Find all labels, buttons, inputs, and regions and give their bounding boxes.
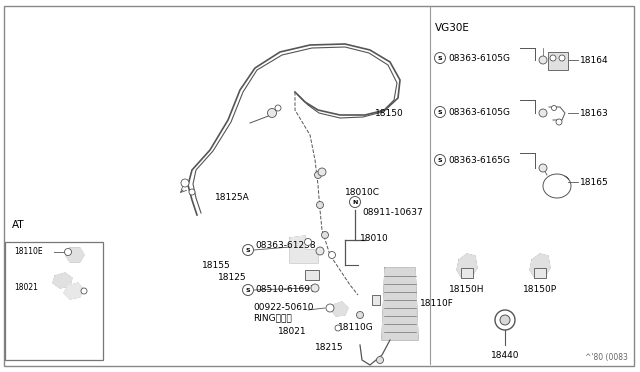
Circle shape	[268, 109, 276, 118]
Bar	[305, 270, 319, 280]
Circle shape	[335, 325, 341, 331]
Circle shape	[349, 196, 360, 208]
Text: 08510-61697: 08510-61697	[255, 285, 316, 295]
Text: 18010C: 18010C	[345, 187, 380, 196]
Text: 08911-10637: 08911-10637	[362, 208, 423, 217]
Circle shape	[495, 310, 515, 330]
Bar	[461, 268, 473, 278]
Text: 18440: 18440	[491, 350, 519, 359]
Circle shape	[559, 55, 565, 61]
Text: S: S	[246, 247, 250, 253]
Text: S: S	[246, 288, 250, 292]
Circle shape	[550, 55, 556, 61]
Circle shape	[311, 284, 319, 292]
Text: 08363-6105G: 08363-6105G	[448, 54, 510, 62]
Text: S: S	[438, 109, 442, 115]
Polygon shape	[290, 236, 318, 263]
Polygon shape	[457, 254, 477, 278]
Polygon shape	[64, 283, 83, 299]
Circle shape	[556, 119, 562, 125]
Polygon shape	[331, 302, 348, 316]
Text: 18150: 18150	[375, 109, 404, 118]
Text: RINGリング: RINGリング	[253, 314, 292, 323]
Text: 08363-6105G: 08363-6105G	[448, 108, 510, 116]
Text: 08363-61238: 08363-61238	[255, 241, 316, 250]
Text: AT: AT	[12, 220, 24, 230]
Text: 18021: 18021	[14, 283, 38, 292]
Text: 18110E: 18110E	[14, 247, 43, 257]
Circle shape	[189, 189, 195, 195]
Circle shape	[435, 106, 445, 118]
Circle shape	[314, 171, 321, 179]
Circle shape	[243, 285, 253, 295]
Circle shape	[181, 179, 189, 187]
Text: 18163: 18163	[580, 109, 609, 118]
Circle shape	[356, 311, 364, 318]
Circle shape	[305, 238, 312, 246]
Circle shape	[435, 52, 445, 64]
Circle shape	[539, 164, 547, 172]
Circle shape	[275, 105, 281, 111]
Circle shape	[316, 247, 324, 255]
Text: 08363-6165G: 08363-6165G	[448, 155, 510, 164]
Circle shape	[328, 251, 335, 259]
Circle shape	[65, 248, 72, 256]
Circle shape	[326, 304, 334, 312]
Text: N: N	[352, 199, 358, 205]
Text: 18021: 18021	[278, 327, 307, 337]
Text: 18110G: 18110G	[338, 324, 374, 333]
Polygon shape	[66, 248, 84, 262]
Circle shape	[539, 56, 547, 64]
Text: 18125: 18125	[218, 273, 246, 282]
Text: S: S	[438, 55, 442, 61]
Polygon shape	[53, 273, 72, 288]
Text: 18125A: 18125A	[215, 192, 250, 202]
Text: 18215: 18215	[315, 343, 344, 353]
Circle shape	[435, 154, 445, 166]
Bar	[372, 295, 380, 305]
Circle shape	[81, 288, 87, 294]
Circle shape	[318, 168, 326, 176]
Text: 18165: 18165	[580, 177, 609, 186]
Text: 18150H: 18150H	[449, 285, 484, 295]
Circle shape	[243, 244, 253, 256]
Text: S: S	[438, 157, 442, 163]
Text: 18164: 18164	[580, 55, 609, 64]
Circle shape	[321, 231, 328, 238]
Circle shape	[552, 106, 557, 110]
Circle shape	[317, 202, 323, 208]
Text: 18110F: 18110F	[420, 298, 454, 308]
Text: 00922-50610: 00922-50610	[253, 304, 314, 312]
Bar	[5, 242, 103, 360]
Text: 18010: 18010	[360, 234, 388, 243]
Polygon shape	[382, 268, 418, 340]
Text: 18155: 18155	[202, 262, 231, 270]
Bar	[548, 52, 568, 70]
Text: 18150P: 18150P	[523, 285, 557, 295]
Polygon shape	[530, 254, 550, 278]
Circle shape	[500, 315, 510, 325]
Circle shape	[539, 109, 547, 117]
Text: VG30E: VG30E	[435, 23, 470, 33]
Circle shape	[376, 356, 383, 363]
Text: ^'80 (0083: ^'80 (0083	[585, 353, 628, 362]
Bar	[534, 268, 546, 278]
